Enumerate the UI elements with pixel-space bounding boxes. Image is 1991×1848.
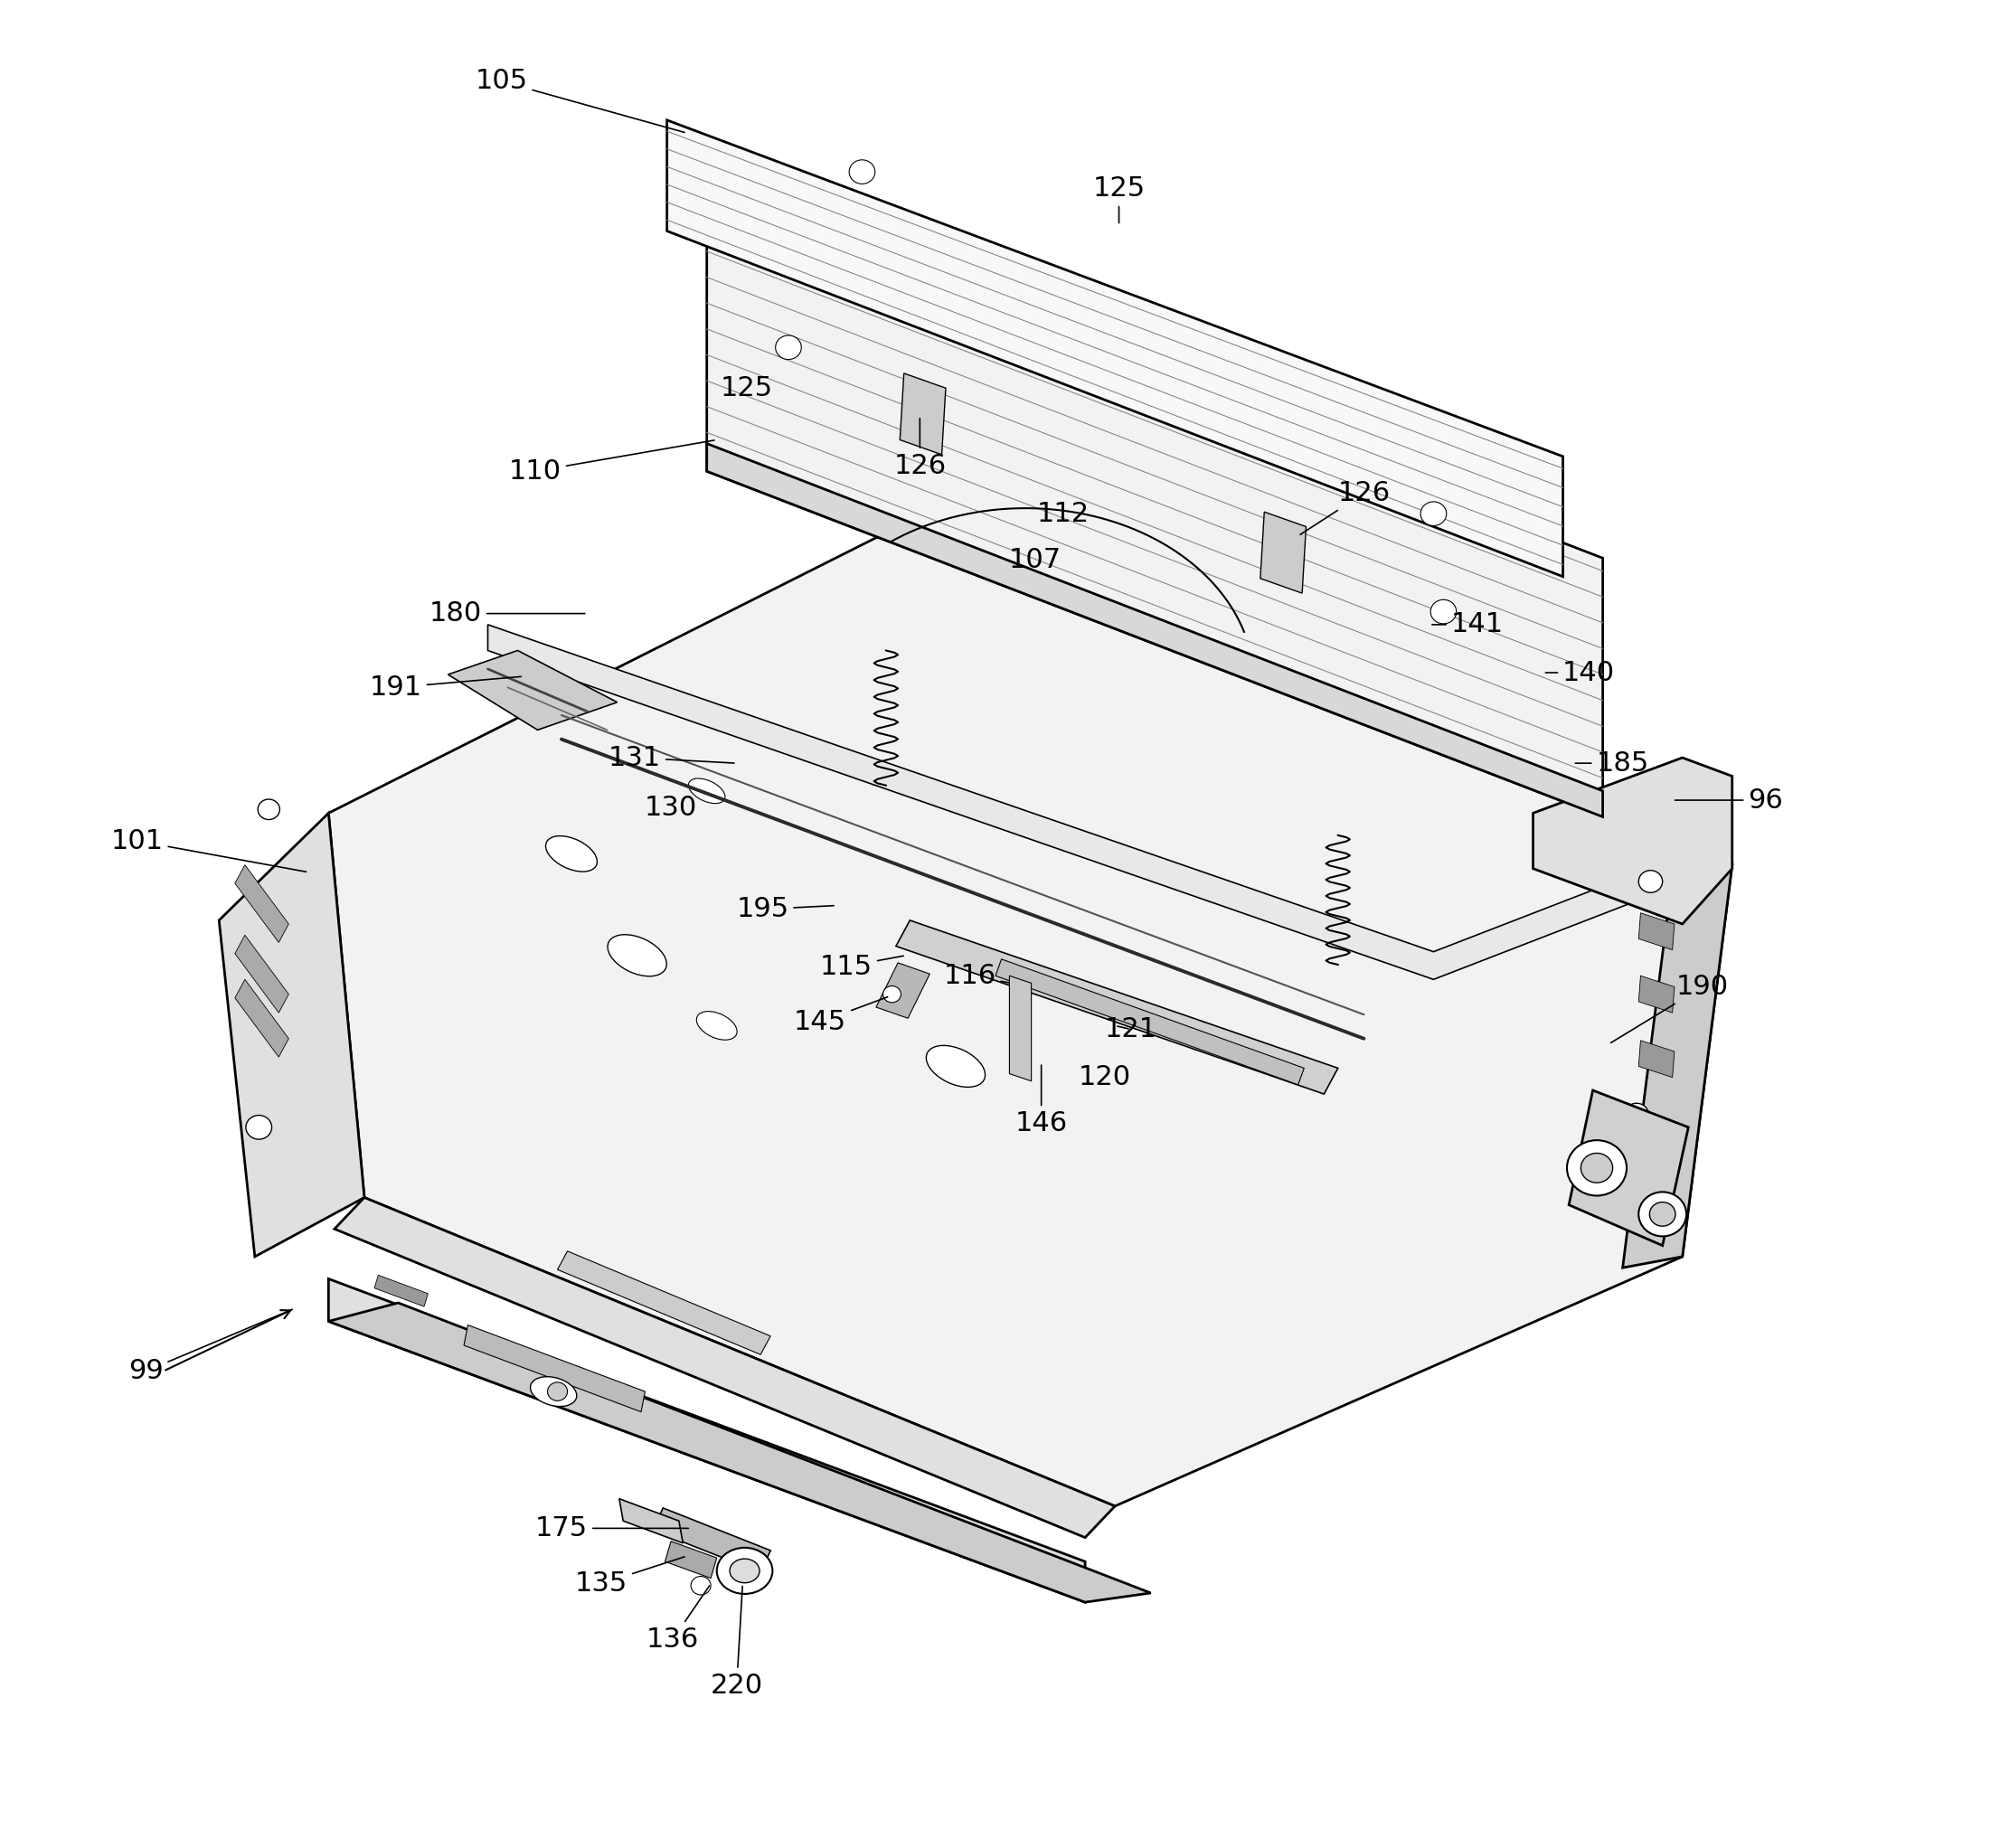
Text: 131: 131 bbox=[609, 745, 735, 771]
Polygon shape bbox=[334, 1198, 1115, 1538]
Ellipse shape bbox=[1581, 1153, 1613, 1183]
Polygon shape bbox=[900, 373, 946, 455]
Text: 195: 195 bbox=[737, 896, 834, 922]
Polygon shape bbox=[329, 503, 1732, 1506]
Polygon shape bbox=[329, 1303, 1151, 1602]
Polygon shape bbox=[235, 935, 289, 1013]
Ellipse shape bbox=[717, 1549, 773, 1593]
Polygon shape bbox=[1569, 1090, 1688, 1246]
Polygon shape bbox=[667, 120, 1563, 577]
Ellipse shape bbox=[729, 1560, 761, 1582]
Text: 121: 121 bbox=[1105, 1016, 1157, 1042]
Text: 112: 112 bbox=[1037, 501, 1089, 527]
Ellipse shape bbox=[607, 935, 667, 976]
Polygon shape bbox=[557, 1251, 771, 1355]
Text: 145: 145 bbox=[794, 996, 888, 1035]
Text: 125: 125 bbox=[1093, 176, 1145, 224]
Polygon shape bbox=[707, 444, 1603, 817]
Text: 96: 96 bbox=[1674, 787, 1784, 813]
Text: 175: 175 bbox=[536, 1515, 689, 1541]
Ellipse shape bbox=[1567, 1140, 1627, 1196]
Text: 125: 125 bbox=[721, 375, 773, 401]
Ellipse shape bbox=[1430, 599, 1457, 625]
Polygon shape bbox=[619, 1499, 683, 1543]
Polygon shape bbox=[235, 979, 289, 1057]
Text: 180: 180 bbox=[430, 601, 585, 626]
Ellipse shape bbox=[697, 1011, 737, 1040]
Ellipse shape bbox=[884, 987, 900, 1002]
Text: 130: 130 bbox=[645, 795, 697, 821]
Text: 190: 190 bbox=[1611, 974, 1728, 1042]
Text: 191: 191 bbox=[370, 675, 522, 700]
Text: 185: 185 bbox=[1575, 750, 1649, 776]
Text: 116: 116 bbox=[944, 963, 1009, 989]
Text: 99: 99 bbox=[127, 1310, 293, 1384]
Text: 141: 141 bbox=[1432, 612, 1503, 638]
Text: 146: 146 bbox=[1015, 1064, 1067, 1137]
Ellipse shape bbox=[247, 1116, 271, 1138]
Polygon shape bbox=[1639, 1040, 1674, 1077]
Polygon shape bbox=[1639, 976, 1674, 1013]
Ellipse shape bbox=[691, 1576, 711, 1595]
Ellipse shape bbox=[1420, 501, 1445, 527]
Text: 107: 107 bbox=[1009, 547, 1061, 573]
Ellipse shape bbox=[1649, 1203, 1676, 1227]
Ellipse shape bbox=[259, 798, 279, 821]
Ellipse shape bbox=[1625, 1103, 1649, 1125]
Polygon shape bbox=[219, 813, 364, 1257]
Ellipse shape bbox=[848, 159, 876, 185]
Ellipse shape bbox=[546, 835, 597, 872]
Polygon shape bbox=[374, 1275, 428, 1307]
Polygon shape bbox=[235, 865, 289, 942]
Text: 136: 136 bbox=[647, 1586, 709, 1652]
Ellipse shape bbox=[530, 1377, 577, 1406]
Polygon shape bbox=[996, 959, 1304, 1085]
Text: 105: 105 bbox=[476, 68, 685, 133]
Polygon shape bbox=[448, 650, 617, 730]
Ellipse shape bbox=[776, 336, 802, 359]
Ellipse shape bbox=[689, 778, 725, 804]
Polygon shape bbox=[1639, 913, 1674, 950]
Ellipse shape bbox=[926, 1046, 986, 1087]
Text: 126: 126 bbox=[894, 418, 946, 479]
Polygon shape bbox=[876, 963, 930, 1018]
Polygon shape bbox=[488, 625, 1672, 979]
Text: 220: 220 bbox=[711, 1586, 763, 1698]
Text: 135: 135 bbox=[575, 1556, 685, 1597]
Text: 126: 126 bbox=[1300, 480, 1390, 534]
Polygon shape bbox=[896, 920, 1338, 1094]
Polygon shape bbox=[1533, 758, 1732, 924]
Polygon shape bbox=[1623, 865, 1732, 1268]
Polygon shape bbox=[1260, 512, 1306, 593]
Polygon shape bbox=[707, 213, 1603, 817]
Ellipse shape bbox=[1639, 1192, 1686, 1236]
Text: 115: 115 bbox=[820, 954, 904, 979]
Polygon shape bbox=[329, 1279, 1085, 1602]
Polygon shape bbox=[464, 1325, 645, 1412]
Polygon shape bbox=[653, 1508, 771, 1573]
Ellipse shape bbox=[548, 1382, 567, 1401]
Polygon shape bbox=[665, 1541, 717, 1578]
Text: 140: 140 bbox=[1545, 660, 1615, 686]
Polygon shape bbox=[1009, 976, 1031, 1081]
Text: 120: 120 bbox=[1079, 1064, 1131, 1090]
Ellipse shape bbox=[1639, 870, 1662, 893]
Text: 101: 101 bbox=[111, 828, 307, 872]
Text: 110: 110 bbox=[510, 440, 715, 484]
